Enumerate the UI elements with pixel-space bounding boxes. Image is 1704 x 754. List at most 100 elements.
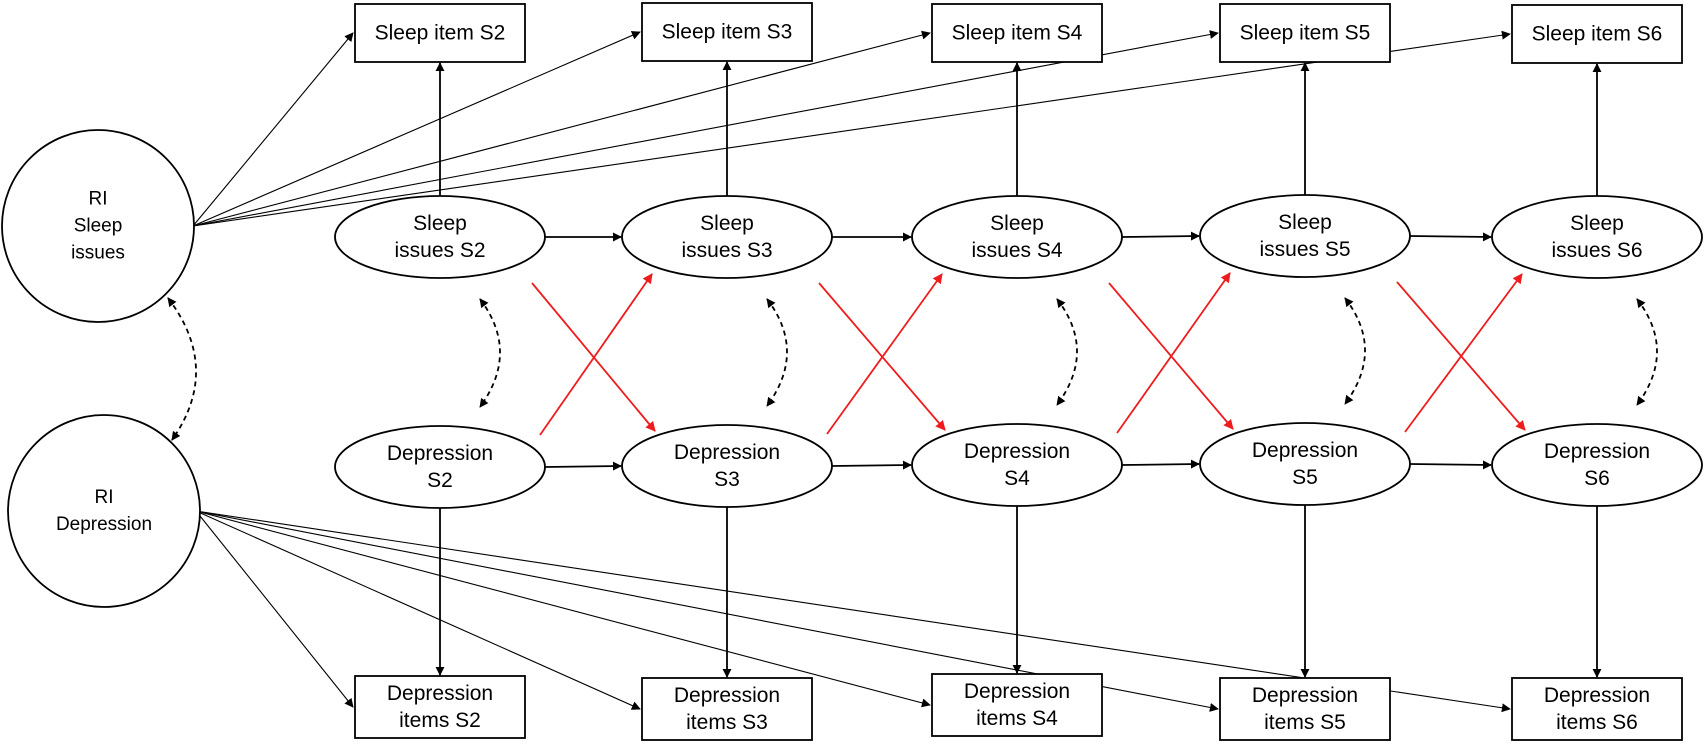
depression-latent-s2-label-line-1: Depression: [387, 442, 493, 465]
depression-items-box-s5-label-line-2: items S5: [1264, 711, 1346, 734]
sleep-autoregressive-arrow-s4-s5: [1121, 231, 1200, 241]
sleep-item-box-s4-shape: [931, 3, 1103, 63]
sleep-issues-latent-s6-label-line-2: issues S6: [1551, 239, 1642, 262]
sleep-item-box-s2: Sleep item S2: [354, 3, 526, 63]
sleep-item-box-s5: Sleep item S5: [1219, 3, 1391, 63]
sleep-issues-latent-s4-label-line-2: issues S4: [971, 239, 1062, 262]
ri-sleep-loading-arrow-s2: [192, 32, 354, 227]
sleep-issues-latent-s3-label-line-1: Sleep: [700, 212, 754, 235]
cross-lagged-depression-to-sleep-s3-s4: [826, 273, 943, 435]
ri-sleep-loading-arrow-s4: [192, 30, 931, 227]
depression-autoregressive-arrow-s5-s6: [1409, 460, 1492, 470]
depression-latent-s5: Depression S5: [1199, 422, 1411, 506]
nodes: RI Sleep issues RI Depression Sleep item S2 Sl…: [1, 2, 1703, 741]
sleep-item-box-s2-shape: [354, 3, 526, 63]
depression-items-box-s6-label-line-2: items S6: [1556, 711, 1638, 734]
ri-depression-label-line-1: RI: [95, 487, 114, 508]
depression-latent-s6-label-line-2: S6: [1584, 467, 1610, 490]
sleep-item-box-s3-label-line-1: Sleep item S3: [662, 21, 793, 44]
sleep-issues-latent-s2-label-line-1: Sleep: [413, 212, 467, 235]
sleep-autoregressive-arrow-s5-s6: [1409, 232, 1492, 242]
depression-latent-s3-shape: [621, 424, 833, 508]
depression-items-box-s6: Depression items S6: [1511, 677, 1683, 741]
sleep-issues-latent-s3: Sleep issues S3: [621, 195, 833, 279]
depression-latent-s5-label-line-1: Depression: [1252, 439, 1358, 462]
sleep-issues-latent-s5-shape: [1199, 194, 1411, 278]
depression-latent-s5-label-line-2: S5: [1292, 466, 1318, 489]
edges: [167, 30, 1658, 713]
sleep-item-box-s6: Sleep item S6: [1511, 4, 1683, 64]
depression-autoregressive-arrow-s3-s4: [831, 460, 912, 470]
depression-items-box-s2-shape: [354, 675, 526, 739]
depression-latent-s4-shape: [911, 423, 1123, 507]
depression-items-box-s5: Depression items S5: [1219, 677, 1391, 741]
sleep-item-box-s6-shape: [1511, 4, 1683, 64]
depression-items-box-s6-label-line-1: Depression: [1544, 684, 1650, 707]
ri-depression-label-line-2: Depression: [56, 514, 152, 535]
depression-items-box-s5-label-line-1: Depression: [1252, 684, 1358, 707]
sleep-item-box-s3: Sleep item S3: [641, 2, 813, 62]
ri-depression: RI Depression: [7, 414, 201, 608]
depression-latent-s6-shape: [1491, 423, 1703, 507]
depression-latent-s3: Depression S3: [621, 424, 833, 508]
residual-covariance-s4: [1056, 298, 1078, 406]
residual-covariance-s5: [1344, 297, 1366, 405]
depression-latent-s4: Depression S4: [911, 423, 1123, 507]
depression-latent-s5-shape: [1199, 422, 1411, 506]
depression-items-box-s3-label-line-1: Depression: [674, 684, 780, 707]
depression-items-box-s4-label-line-1: Depression: [964, 680, 1070, 703]
ri-depression-loading-arrow-s3: [195, 510, 641, 710]
ri-depression-loading-arrow-s2: [195, 510, 354, 708]
ri-depression-loading-arrow-s4: [195, 510, 931, 708]
depression-autoregressive-arrow-s2-s3: [544, 461, 622, 471]
depression-items-box-s2: Depression items S2: [354, 675, 526, 739]
sleep-issues-latent-s4: Sleep issues S4: [911, 195, 1123, 279]
ri-depression-shape: [7, 414, 201, 608]
sleep-issues-latent-s6: Sleep issues S6: [1491, 195, 1703, 279]
depression-latent-s2: Depression S2: [334, 425, 546, 509]
depression-autoregressive-arrow-s4-s5: [1121, 459, 1200, 469]
residual-covariance-s2: [479, 298, 501, 408]
depression-latent-s4-label-line-2: S4: [1004, 467, 1030, 490]
depression-latent-s6-label-line-1: Depression: [1544, 440, 1650, 463]
sleep-issues-latent-s2-shape: [334, 195, 546, 279]
sleep-item-box-s3-shape: [641, 2, 813, 62]
depression-latent-s3-label-line-1: Depression: [674, 441, 780, 464]
ri-sleep-loading-arrow-s3: [192, 31, 641, 227]
sleep-issues-latent-s4-shape: [911, 195, 1123, 279]
depression-items-box-s5-shape: [1219, 677, 1391, 741]
residual-covariance-s6: [1636, 298, 1658, 406]
depression-items-box-s3-label-line-2: items S3: [686, 711, 768, 734]
cross-lagged-depression-to-sleep-s5-s6: [1404, 273, 1523, 433]
depression-items-box-s4-shape: [931, 673, 1103, 737]
depression-items-box-s2-label-line-2: items S2: [399, 709, 481, 732]
depression-latent-s2-label-line-2: S2: [427, 469, 453, 492]
random-intercept-covariance: [167, 297, 197, 441]
sleep-item-box-s2-label-line-1: Sleep item S2: [375, 22, 506, 45]
sleep-issues-latent-s2-label-line-2: issues S2: [394, 239, 485, 262]
ri-sleep-issues-label-line-2: Sleep: [74, 216, 123, 237]
sleep-issues-latent-s6-shape: [1491, 195, 1703, 279]
ri-depression-loading-arrow-s6: [195, 510, 1511, 713]
depression-items-box-s4-label-line-2: items S4: [976, 707, 1058, 730]
sleep-issues-latent-s5: Sleep issues S5: [1199, 194, 1411, 278]
sleep-issues-latent-s3-label-line-2: issues S3: [681, 239, 772, 262]
sleep-item-box-s5-shape: [1219, 3, 1391, 63]
depression-items-box-s4: Depression items S4: [931, 673, 1103, 737]
sleep-issues-latent-s5-label-line-1: Sleep: [1278, 211, 1332, 234]
depression-latent-s2-shape: [334, 425, 546, 509]
sleep-issues-latent-s2: Sleep issues S2: [334, 195, 546, 279]
sleep-issues-latent-s4-label-line-1: Sleep: [990, 212, 1044, 235]
sleep-issues-latent-s6-label-line-1: Sleep: [1570, 212, 1624, 235]
depression-items-box-s6-shape: [1511, 677, 1683, 741]
depression-items-box-s3-shape: [641, 677, 813, 741]
ri-sleep-issues: RI Sleep issues: [1, 129, 195, 323]
sleep-item-box-s4-label-line-1: Sleep item S4: [952, 22, 1083, 45]
ri-sleep-loading-arrow-s5: [192, 30, 1219, 227]
residual-covariance-s3: [766, 298, 788, 407]
depression-items-box-s3: Depression items S3: [641, 677, 813, 741]
ri-sleep-issues-shape: [1, 129, 195, 323]
sleep-issues-latent-s3-shape: [621, 195, 833, 279]
cross-lagged-depression-to-sleep-s2-s3: [539, 273, 653, 436]
